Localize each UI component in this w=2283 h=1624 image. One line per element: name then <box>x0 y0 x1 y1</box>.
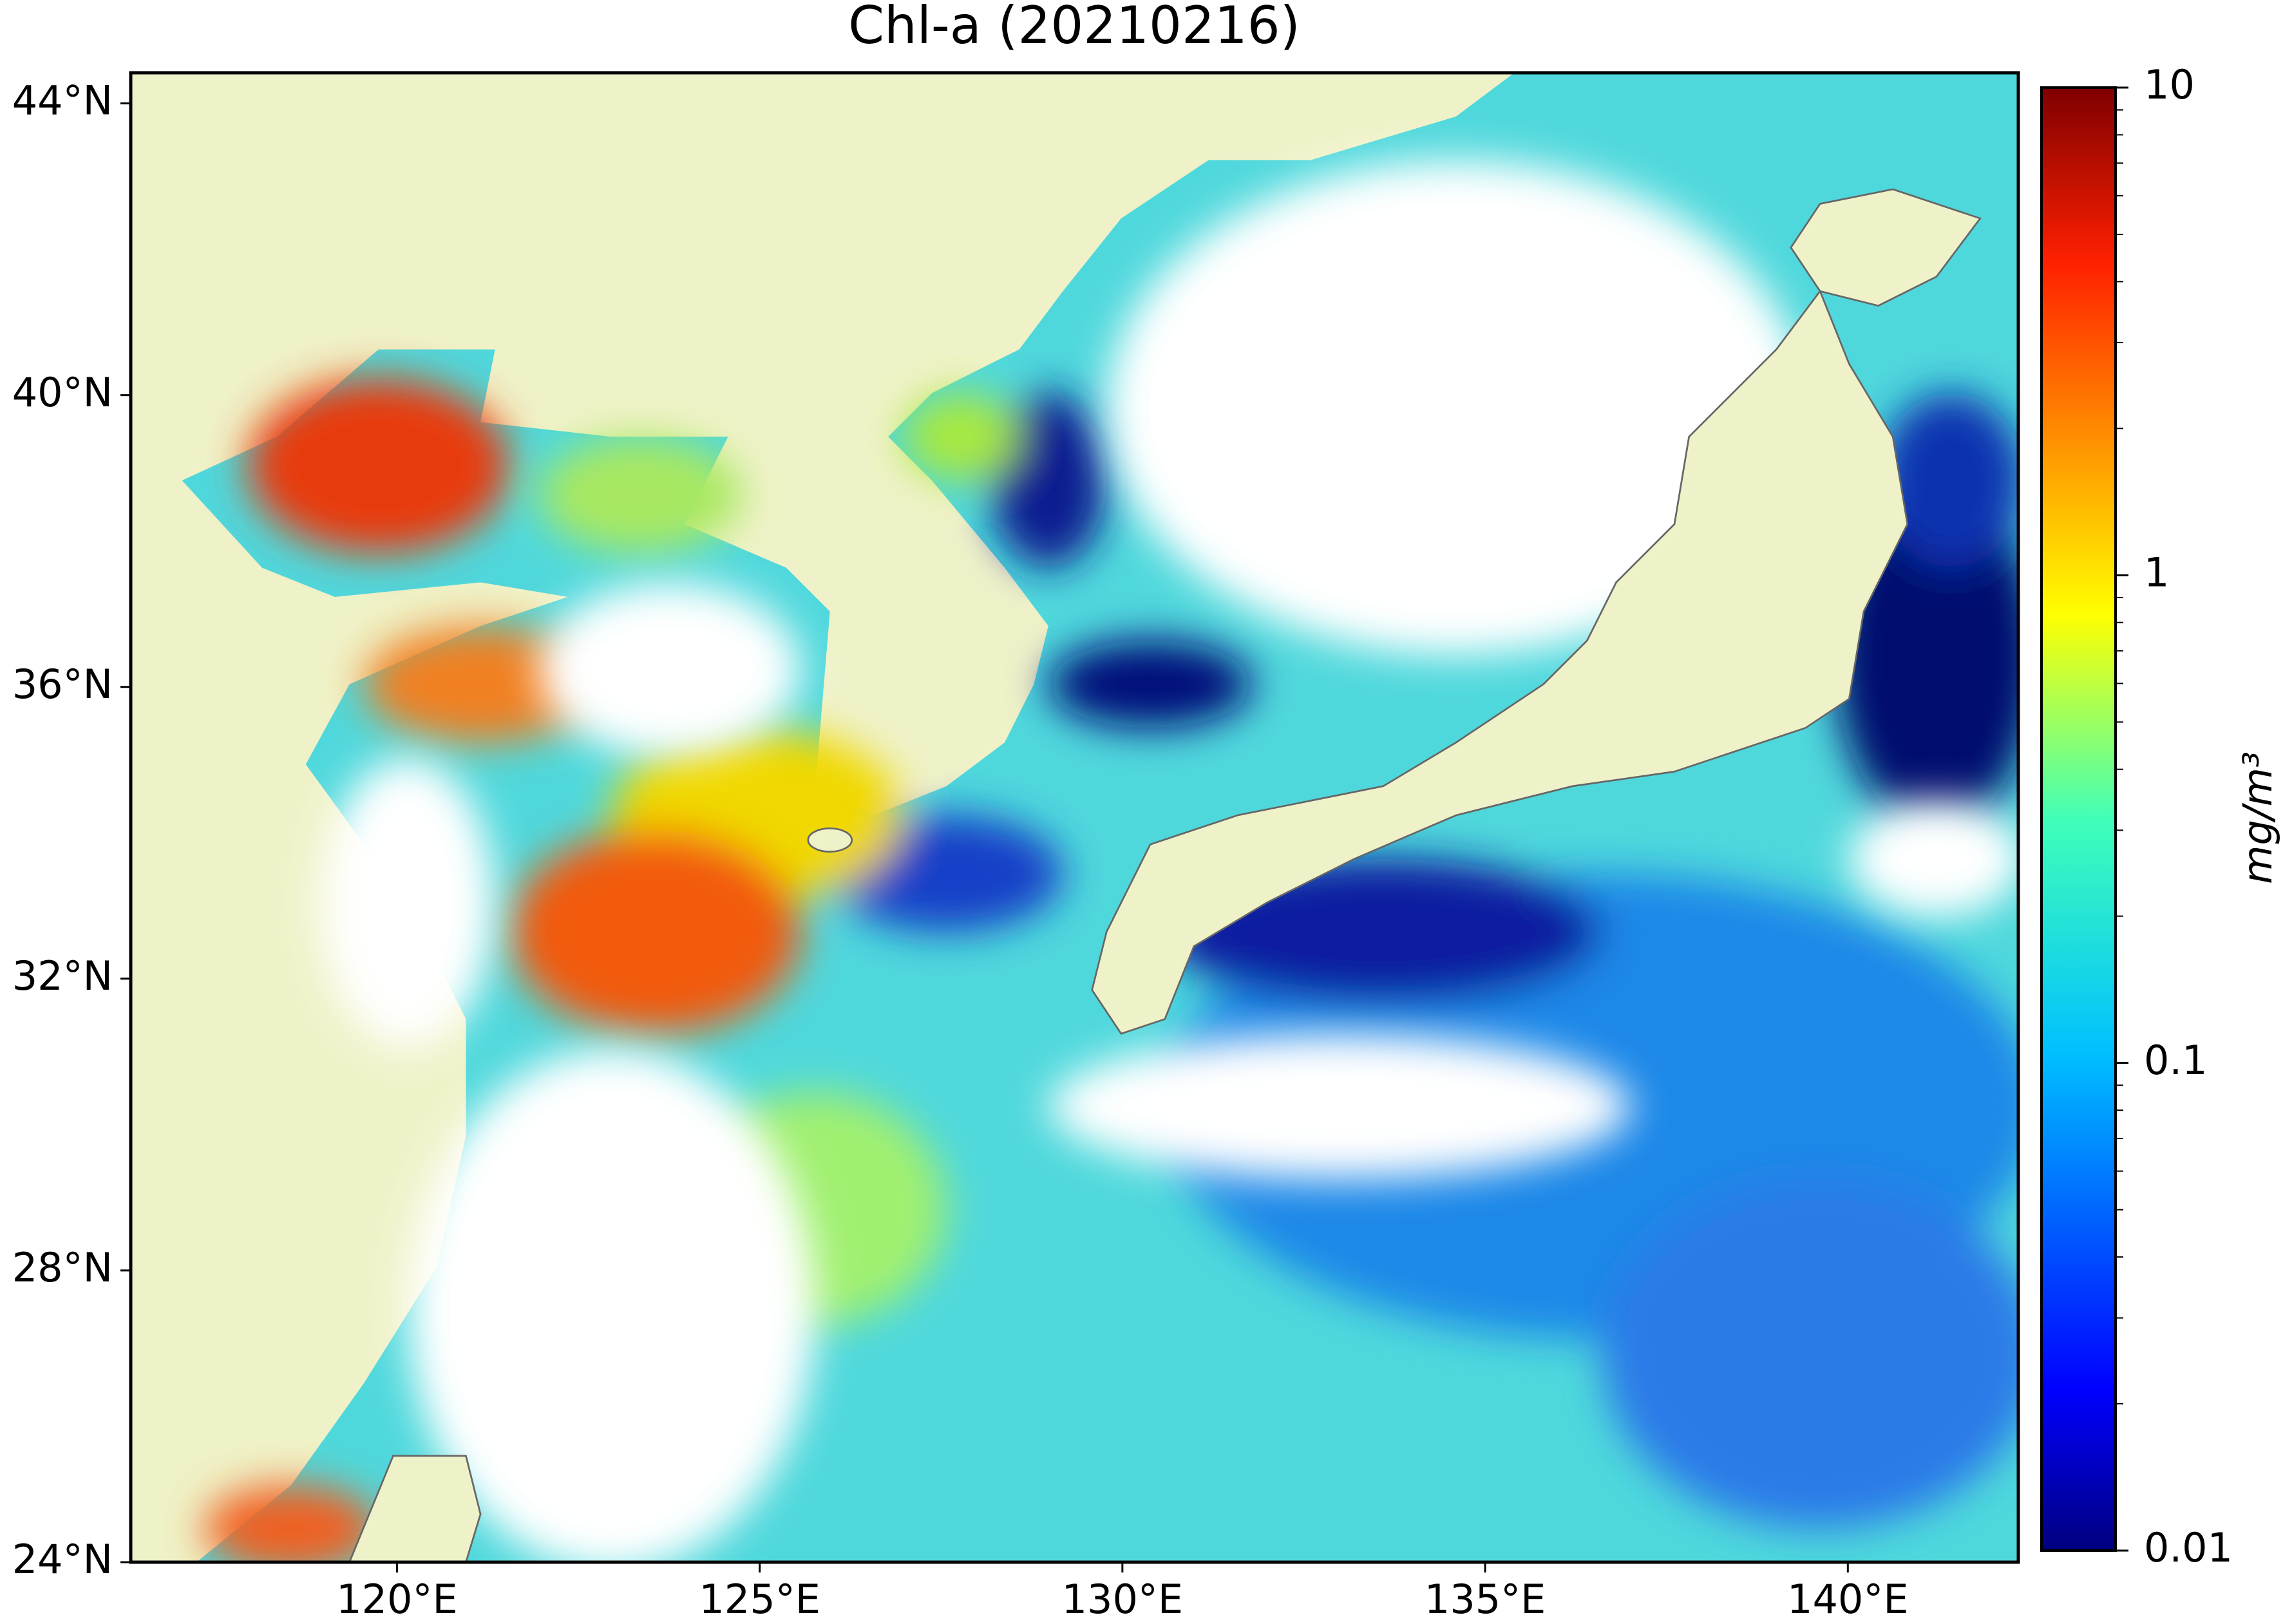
plot-frame <box>129 71 2020 1564</box>
colorbar-label: mg/m³ <box>2234 751 2281 884</box>
map <box>131 73 2018 1562</box>
colorbar <box>2040 86 2117 1552</box>
colorbar-tick-label: 0.1 <box>2144 1037 2208 1084</box>
x-tick-label: 125°E <box>699 1576 820 1623</box>
y-tick-label: 28°N <box>12 1244 113 1291</box>
y-tick-label: 36°N <box>12 661 113 708</box>
x-tick-label: 140°E <box>1787 1576 1909 1623</box>
y-tick-label: 24°N <box>12 1536 113 1583</box>
x-tick-label: 130°E <box>1062 1576 1184 1623</box>
colorbar-tick-label: 1 <box>2144 549 2169 596</box>
y-tick-label: 44°N <box>12 77 113 124</box>
chart-title: Chl-a (20210216) <box>848 0 1300 55</box>
colorbar-tick-label: 0.01 <box>2144 1524 2233 1571</box>
x-tick-label: 120°E <box>336 1576 458 1623</box>
colorbar-tick-label: 10 <box>2144 61 2195 108</box>
y-tick-label: 40°N <box>12 369 113 416</box>
x-tick-label: 135°E <box>1425 1576 1546 1623</box>
cloud-cover <box>320 160 2018 1562</box>
y-tick-label: 32°N <box>12 952 113 999</box>
islands <box>348 188 1982 1562</box>
